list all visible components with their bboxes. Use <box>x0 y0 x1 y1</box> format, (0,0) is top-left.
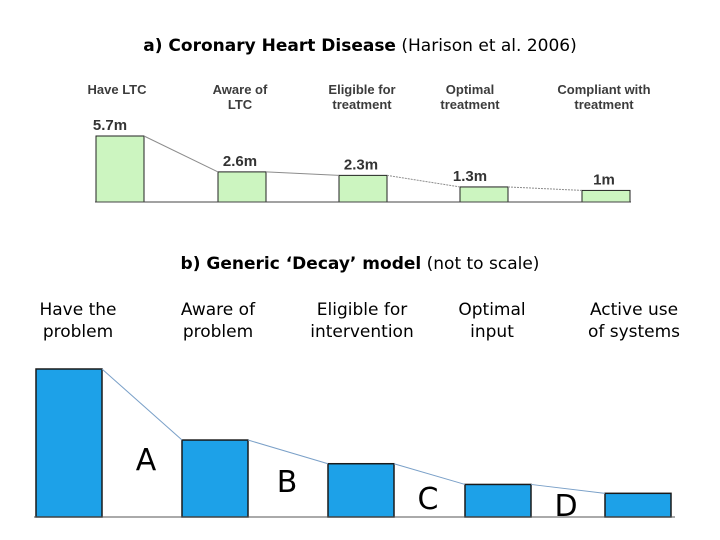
chart-a-title: a) Coronary Heart Disease (Harison et al… <box>143 36 577 56</box>
chart-a-bar-3 <box>338 174 388 203</box>
chart-b-bar-1 <box>35 368 103 518</box>
chart-a-data-label: 2.3m <box>344 156 378 173</box>
chart-a-category-label-line: treatment <box>332 97 392 112</box>
chart-a-connector-1 <box>143 135 219 173</box>
chart-a-bar-1 <box>95 135 145 203</box>
chart-b-category-label-line: Optimal <box>458 300 526 320</box>
chart-b-category-label-line: of systems <box>587 322 681 342</box>
chart-a-category-label: Aware of LTC <box>180 82 300 112</box>
chart-b-category-label-line: problem <box>182 322 254 342</box>
chart-b-gap-label: C <box>418 482 439 517</box>
chart-b-connector-1 <box>101 368 183 441</box>
chart-b-category-label-line: intervention <box>310 322 414 342</box>
chart-a-category-label-line: Optimal <box>445 82 495 97</box>
chart-a-category-label-line: Have LTC <box>87 82 147 97</box>
chart-b-connector-4 <box>530 483 606 494</box>
chart-a-connector-4 <box>507 186 583 191</box>
chart-b-connector-2 <box>247 439 329 465</box>
chart-a-data-label: 2.6m <box>223 153 257 170</box>
chart-b-category-label-line: Aware of <box>180 300 256 320</box>
chart-b-gap-label: D <box>554 489 577 524</box>
chart-b-gap-label: A <box>136 443 157 478</box>
chart-b-bar-4 <box>464 483 532 518</box>
chart-b-category-label: Aware of problem <box>148 299 288 343</box>
chart-a-bar-2 <box>217 171 267 203</box>
chart-a-category-label-line: Aware of <box>212 82 268 97</box>
chart-a-category-label-line: treatment <box>440 97 500 112</box>
chart-a-category-label: Compliant with treatment <box>544 82 664 112</box>
chart-b-category-label: Eligible for intervention <box>292 299 432 343</box>
chart-a-connector-3 <box>386 174 461 188</box>
chart-b-category-label: Have the problem <box>8 299 148 343</box>
chart-b-category-label-line: problem <box>42 322 114 342</box>
chart-a-category-label-line: LTC <box>227 97 253 112</box>
chart-a-data-label: 1m <box>593 171 615 188</box>
chart-a-data-label: 5.7m <box>93 117 127 134</box>
chart-a-category-label-line: treatment <box>574 97 634 112</box>
chart-b-category-label: Optimal input <box>422 299 562 343</box>
chart-b-bar-3 <box>327 462 395 518</box>
chart-b-bar-5 <box>604 492 672 518</box>
chart-a-category-label-line: Compliant with <box>557 82 651 97</box>
chart-a-category-label-line: Eligible for <box>328 82 396 97</box>
chart-b-gap-label: B <box>277 465 298 500</box>
chart-a-category-label: Optimal treatment <box>410 82 530 112</box>
chart-a-data-label: 1.3m <box>453 168 487 185</box>
chart-b-category-label: Active use of systems <box>564 299 704 343</box>
chart-b-bar-2 <box>181 439 249 518</box>
chart-b-category-label-line: Have the <box>39 300 117 320</box>
chart-b-category-label-line: Eligible for <box>316 300 408 320</box>
chart-a-category-label: Have LTC <box>57 82 177 97</box>
chart-a-category-label: Eligible for treatment <box>302 82 422 112</box>
chart-b-category-label-line: Active use <box>589 300 679 320</box>
chart-b-title: b) Generic ‘Decay’ model (not to scale) <box>180 254 540 274</box>
chart-b-category-label-line: input <box>470 322 514 342</box>
chart-a-connector-2 <box>265 171 340 176</box>
chart-b-connector-3 <box>393 463 466 485</box>
